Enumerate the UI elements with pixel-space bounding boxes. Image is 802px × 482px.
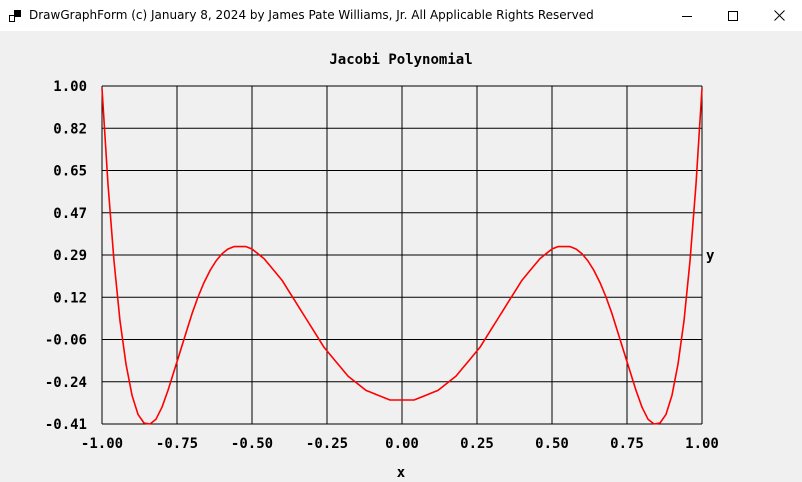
x-tick-label: -0.75: [156, 436, 198, 452]
y-tick-label: -0.24: [45, 375, 87, 391]
app-window-icon: [9, 10, 21, 22]
x-tick-label: 0.50: [535, 436, 569, 452]
y-tick-label: 0.12: [53, 290, 87, 306]
x-axis-label: x: [397, 465, 406, 481]
window-title: DrawGraphForm (c) January 8, 2024 by Jam…: [29, 8, 594, 22]
y-tick-label: 0.65: [53, 164, 87, 180]
y-axis-label: y: [706, 248, 715, 264]
plot-grid: [101, 85, 703, 425]
close-icon: [773, 10, 785, 21]
x-tick-label: 0.25: [460, 436, 494, 452]
maximize-icon: [728, 10, 738, 21]
y-tick-label: 0.82: [53, 121, 87, 137]
maximize-button[interactable]: [710, 0, 756, 31]
y-tick-label: -0.06: [45, 333, 87, 349]
jacobi-curve: [101, 88, 703, 425]
x-tick-label: 0.00: [385, 436, 419, 452]
y-tick-label: 1.00: [53, 79, 87, 95]
y-tick-label: 0.47: [53, 206, 87, 222]
y-tick-labels: 1.00 0.82 0.65 0.47 0.29 0.12 -0.06 -0.24 -0.41: [45, 79, 87, 433]
jacobi-chart: Jacobi Polynomial -1.00 -0.75 -0.50 -0.25 0.…: [45, 52, 719, 481]
x-tick-label: 1.00: [685, 436, 719, 452]
minimize-icon: [682, 15, 692, 17]
close-button[interactable]: [756, 0, 802, 31]
title-bar[interactable]: DrawGraphForm (c) January 8, 2024 by Jam…: [0, 0, 802, 31]
minimize-button[interactable]: [664, 0, 710, 31]
y-tick-label: 0.29: [53, 248, 87, 264]
x-tick-label: -1.00: [81, 436, 123, 452]
x-tick-label: 0.75: [610, 436, 644, 452]
x-tick-label: -0.50: [231, 436, 273, 452]
chart-title: Jacobi Polynomial: [329, 52, 472, 68]
y-tick-label: -0.41: [45, 417, 87, 433]
x-tick-labels: -1.00 -0.75 -0.50 -0.25 0.00 0.25 0.50 0.75 1.00: [81, 436, 719, 452]
x-tick-label: -0.25: [306, 436, 348, 452]
series-line: [101, 88, 703, 425]
